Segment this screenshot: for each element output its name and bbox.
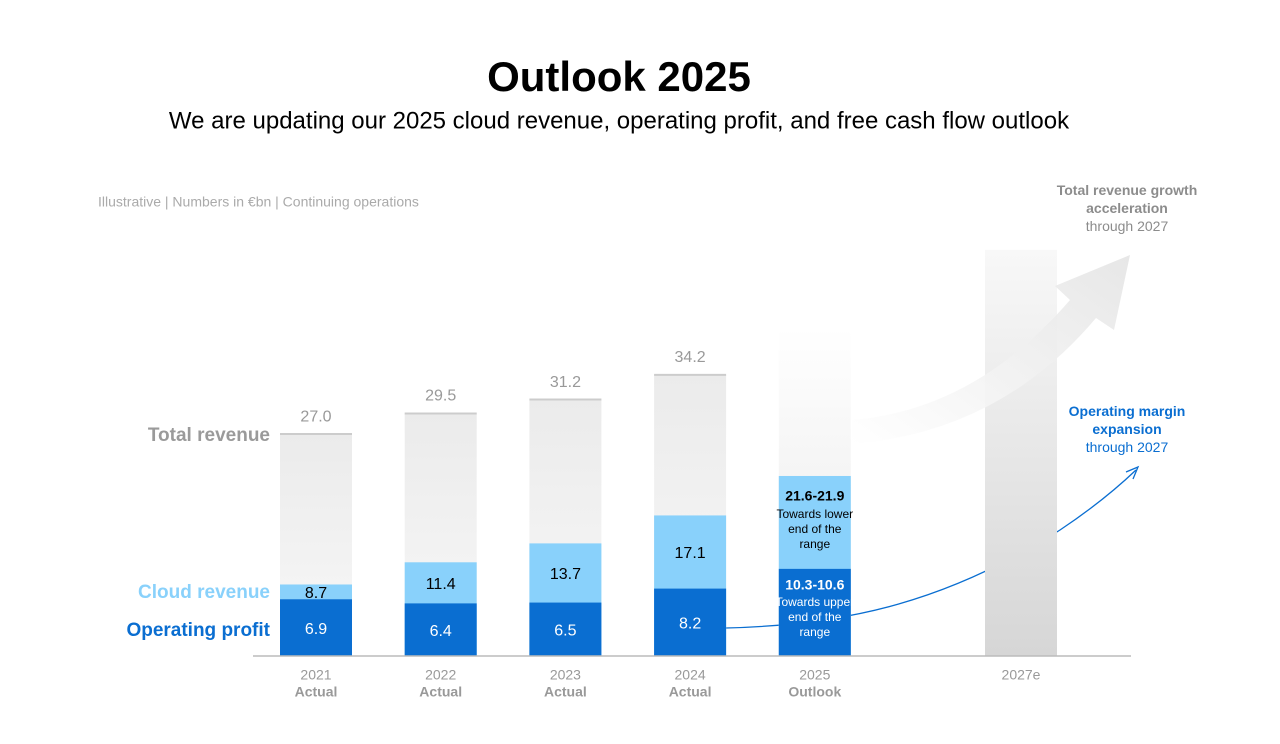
chart-title: Outlook 2025 <box>487 53 751 100</box>
annotation-text: through 2027 <box>1085 218 1169 234</box>
annotation-title: Operating margin expansion <box>1068 403 1186 437</box>
chart-subtitle: We are updating our 2025 cloud revenue, … <box>169 107 1070 134</box>
x-tick-note: Actual <box>419 684 462 700</box>
value-label: 21.6-21.9 <box>785 488 844 504</box>
series-label: Cloud revenue <box>138 582 270 603</box>
profit-bar <box>529 602 602 656</box>
profit-bar <box>778 568 851 656</box>
value-label: 17.1 <box>675 545 706 562</box>
x-tick-note: Actual <box>295 684 338 700</box>
x-tick-label: 2024 <box>675 667 706 683</box>
value-label: 8.7 <box>305 585 327 602</box>
value-note: Towards lower end of the range <box>776 506 854 551</box>
value-label: 11.4 <box>426 576 456 593</box>
series-label: Total revenue <box>148 425 270 446</box>
value-label: 6.9 <box>305 621 327 638</box>
value-label: 8.2 <box>679 616 701 633</box>
annotation: Operating margin expansion through 2027 <box>1042 402 1212 456</box>
x-tick-note: Outlook <box>788 684 841 700</box>
annotation: Total revenue growth acceleration through… <box>1042 181 1212 235</box>
value-label: 31.2 <box>550 374 581 391</box>
x-tick-note: Actual <box>669 684 712 700</box>
value-label: 6.5 <box>554 623 576 640</box>
x-tick-label: 2021 <box>300 667 331 683</box>
value-label: 27.0 <box>300 408 331 425</box>
x-tick-label: 2027e <box>1002 667 1041 683</box>
value-label: 10.3-10.6 <box>785 577 844 593</box>
value-label: 13.7 <box>550 566 581 583</box>
annotation-title: Total revenue growth acceleration <box>1056 182 1198 216</box>
x-tick-label: 2022 <box>425 667 456 683</box>
series-label: Operating profit <box>126 620 270 641</box>
value-label: 6.4 <box>430 623 452 640</box>
annotation-text: through 2027 <box>1085 439 1169 455</box>
profit-bar <box>654 588 727 656</box>
x-tick-label: 2025 <box>799 667 830 683</box>
value-label: 34.2 <box>675 349 706 366</box>
x-tick-label: 2023 <box>550 667 581 683</box>
chart-note: Illustrative | Numbers in €bn | Continui… <box>98 194 419 210</box>
total-bar <box>985 249 1057 656</box>
value-note: Towards upper end of the range <box>775 594 855 639</box>
profit-bar <box>404 603 477 656</box>
profit-bar <box>280 599 352 656</box>
growth-arrow <box>852 255 1130 444</box>
x-tick-note: Actual <box>544 684 587 700</box>
value-label: 29.5 <box>425 388 456 405</box>
